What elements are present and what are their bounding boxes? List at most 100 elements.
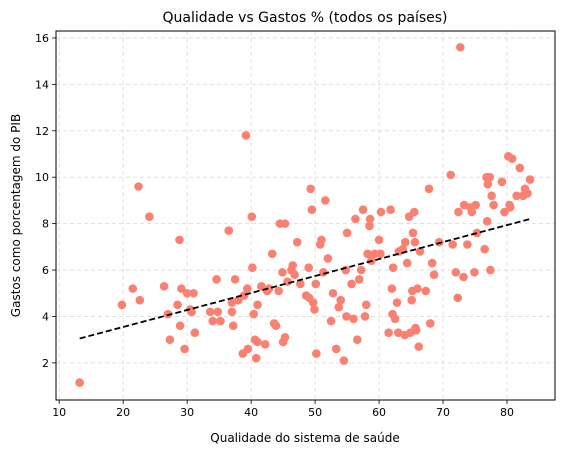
x-tick-label: 40 [244,406,258,419]
data-point [390,314,400,324]
data-point [331,344,341,354]
data-point [213,307,223,317]
data-point [249,309,258,319]
data-point [205,307,215,317]
data-point [413,284,422,293]
data-point [342,228,352,238]
x-tick-label: 70 [436,406,450,419]
data-point [392,298,402,307]
data-point [515,163,525,173]
data-point [427,258,437,268]
data-point [454,207,463,217]
data-point [387,284,397,293]
data-point [251,353,261,363]
data-point [317,235,326,245]
y-tick-label: 12 [35,125,49,138]
data-point [409,207,419,217]
data-point [228,321,238,331]
y-tick-label: 4 [42,310,49,323]
data-point [365,221,374,231]
data-point [75,378,84,387]
data-point [247,212,257,221]
data-point [489,200,498,210]
data-point [224,226,234,235]
data-point [361,300,371,310]
data-point [216,316,225,326]
x-tick-label: 20 [116,406,130,419]
data-point [402,258,412,268]
data-point [212,275,221,284]
data-points [75,42,535,387]
data-point [165,335,175,344]
data-point [456,42,465,52]
data-point [304,263,313,273]
data-point [351,214,360,224]
data-point [487,191,496,201]
data-point [467,207,477,217]
x-tick-label: 30 [180,406,194,419]
data-point [421,286,431,296]
data-point [497,177,507,187]
data-point [242,284,252,293]
data-point [312,349,321,358]
data-point [429,270,439,279]
x-tick-label: 80 [500,406,514,419]
data-point [117,300,127,310]
data-point [472,228,482,238]
data-point [408,228,418,238]
data-point [347,279,356,289]
y-tick-label: 2 [42,357,49,370]
data-point [424,184,434,194]
data-point [415,247,425,256]
data-point [358,205,368,214]
data-point [163,309,173,319]
data-point [376,207,386,217]
data-point [175,235,184,245]
data-point [306,184,315,194]
data-point [356,265,366,275]
data-point [342,312,351,321]
data-point [296,279,305,289]
data-point [471,200,480,210]
data-point [241,131,251,140]
data-point [308,298,318,307]
data-point [453,293,463,303]
data-point [319,268,328,277]
data-point [248,263,257,273]
data-point [260,340,270,349]
data-point [512,191,521,201]
x-tick-label: 10 [52,406,66,419]
data-point [363,249,372,259]
data-point [177,284,186,293]
data-point [290,270,299,279]
x-axis-label: Qualidade do sistema de saúde [210,431,399,445]
y-axis-label: Gastos como porcentagem do PIB [9,114,23,317]
data-point [321,196,330,205]
data-point [353,335,362,344]
data-point [278,268,287,277]
data-point [253,337,262,347]
data-point [328,288,338,298]
data-point [280,219,290,228]
y-tick-label: 8 [42,218,49,231]
data-point [374,235,384,245]
data-point [208,316,218,326]
data-point [500,207,509,217]
data-point [451,268,461,277]
data-point [386,205,395,214]
data-point [486,265,495,275]
y-tick-label: 10 [35,171,49,184]
data-point [310,305,319,314]
data-point [483,179,493,189]
data-point [189,288,198,298]
data-point [326,316,336,326]
data-point [311,279,321,289]
data-point [354,275,364,284]
data-point [175,321,185,331]
data-point [376,249,385,259]
data-point [334,302,344,312]
data-point [323,254,333,263]
y-tick-label: 16 [35,32,49,45]
data-point [234,295,243,305]
